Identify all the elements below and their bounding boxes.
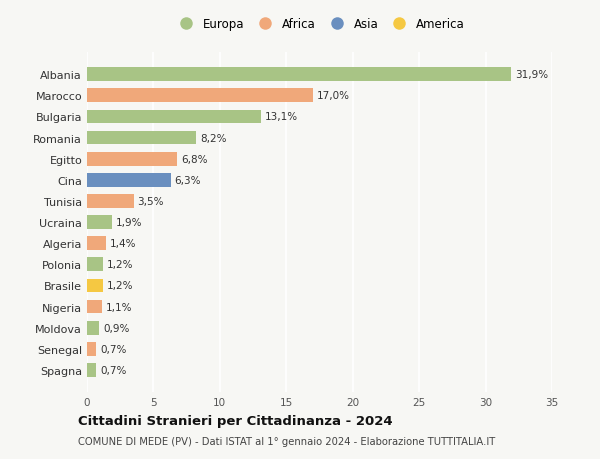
Text: 1,4%: 1,4% [110, 239, 136, 249]
Bar [87, 110, 261, 124]
Bar [87, 90, 313, 103]
Text: Cittadini Stranieri per Cittadinanza - 2024: Cittadini Stranieri per Cittadinanza - 2… [78, 414, 392, 428]
Bar [87, 258, 103, 272]
Text: 8,2%: 8,2% [200, 133, 226, 143]
Bar [87, 279, 103, 293]
Text: COMUNE DI MEDE (PV) - Dati ISTAT al 1° gennaio 2024 - Elaborazione TUTTITALIA.IT: COMUNE DI MEDE (PV) - Dati ISTAT al 1° g… [78, 437, 495, 446]
Bar [87, 216, 112, 230]
Text: 0,7%: 0,7% [100, 344, 127, 354]
Text: 31,9%: 31,9% [515, 70, 548, 80]
Text: 6,8%: 6,8% [181, 154, 208, 164]
Text: 1,1%: 1,1% [106, 302, 132, 312]
Bar [87, 321, 99, 335]
Bar [87, 364, 96, 377]
Bar [87, 174, 170, 187]
Bar [87, 195, 133, 208]
Text: 3,5%: 3,5% [137, 196, 164, 207]
Bar [87, 152, 178, 166]
Text: 6,3%: 6,3% [175, 175, 201, 185]
Bar [87, 68, 511, 82]
Text: 1,2%: 1,2% [107, 281, 133, 291]
Text: 1,9%: 1,9% [116, 218, 143, 228]
Bar [87, 300, 101, 314]
Text: 0,7%: 0,7% [100, 365, 127, 375]
Legend: Europa, Africa, Asia, America: Europa, Africa, Asia, America [174, 18, 465, 31]
Text: 1,2%: 1,2% [107, 260, 133, 270]
Bar [87, 342, 96, 356]
Text: 17,0%: 17,0% [317, 91, 350, 101]
Text: 0,9%: 0,9% [103, 323, 130, 333]
Text: 13,1%: 13,1% [265, 112, 298, 122]
Bar [87, 237, 106, 251]
Bar [87, 131, 196, 145]
